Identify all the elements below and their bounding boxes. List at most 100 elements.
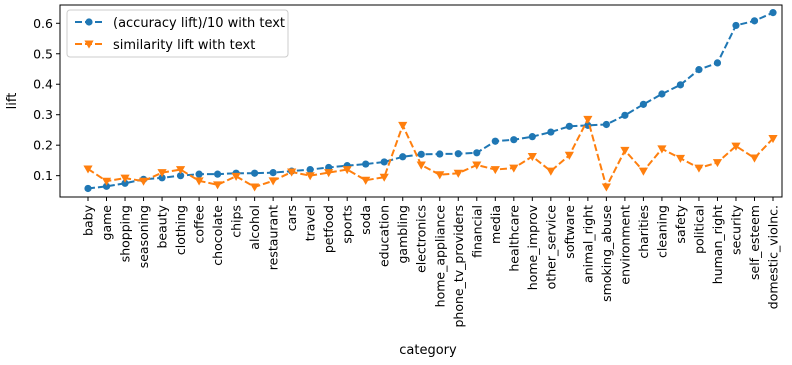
series-0-point-28 [602,120,610,129]
x-tick-label-13: petfood [321,205,336,253]
x-tick-label-25: other_service [543,205,558,290]
x-tick-label-32: safety [673,204,688,243]
series-1-point-6 [194,177,204,186]
series-0-point-22 [491,137,499,145]
legend-marker-1 [84,40,94,49]
series-1-point-20 [453,169,463,178]
series-1 [83,115,778,192]
y-tick-label-1: 0.2 [33,138,53,153]
x-tick-label-3: seasoning [136,205,151,268]
series-0-point-26 [565,122,573,130]
series-0-point-12 [306,165,314,174]
x-tick-label-1: game [99,205,114,241]
x-tick-label-6: coffee [192,205,207,244]
series-1-point-10 [268,177,278,186]
y-tick-label-2: 0.3 [33,107,53,122]
legend-marker-0 [85,18,93,26]
x-tick-label-35: security [728,204,743,255]
x-tick-label-17: gambling [395,205,410,264]
legend-label-0: (accuracy lift)/10 with text [113,16,285,31]
series-1-point-17 [398,121,408,130]
series-1-point-29 [620,146,630,155]
axes-layer: 0.1 0.2 0.3 0.4 0.5 0.6 baby game shopping season… [33,4,783,328]
series-1-point-31 [657,145,667,154]
x-tick-label-31: cleaning [654,205,669,258]
series-1-point-9 [250,183,260,192]
series-0-point-34 [713,59,722,67]
x-tick-label-36: self_esteem [747,205,762,280]
series-1-point-19 [435,171,445,180]
series-0-point-24 [528,133,536,141]
series-0-point-33 [695,66,703,74]
x-tick-label-26: software [562,205,577,259]
series-0-point-16 [380,158,388,166]
x-tick-label-29: environment [617,205,632,285]
x-tick-label-37: domestic_violnc. [766,205,781,309]
series-0-point-31 [658,90,666,98]
series-0-point-17 [399,153,407,161]
x-tick-label-19: home_appliance [432,205,447,308]
x-tick-label-15: soda [358,205,373,235]
series-1-point-28 [601,183,611,192]
y-tick-label-3: 0.4 [33,77,53,92]
series-1-point-37 [768,135,778,144]
series-1-point-21 [472,161,482,170]
x-tick-label-28: smoking_abuse [599,205,614,302]
series-0-point-32 [676,81,685,89]
x-tick-label-27: animal_right [580,205,595,283]
series-0-point-2 [121,179,129,187]
x-tick-label-18: electronics [414,205,429,273]
x-tick-label-7: chocolate [210,205,225,266]
series-1-point-36 [749,154,760,163]
y-tick-label-0: 0.1 [33,168,53,183]
x-tick-label-33: political [691,205,706,254]
x-tick-label-9: alcohol [247,205,262,250]
x-tick-label-20: phone_tv_providers [451,205,466,328]
series-1-point-0 [83,165,93,174]
series-0-point-19 [436,150,444,158]
series-1-point-25 [546,167,556,176]
series-1-point-26 [564,151,574,160]
series-0-point-29 [621,111,629,119]
legend-box [66,9,289,58]
series-0-point-20 [454,150,462,158]
series-1-point-8 [231,172,241,181]
series-layer [83,9,778,193]
series-0-point-10 [269,169,277,177]
series-1-point-24 [527,153,537,162]
x-tick-label-14: sports [340,205,355,244]
series-0-point-18 [417,150,425,158]
series-1-point-34 [712,159,723,168]
series-0-point-9 [251,169,259,177]
series-0-point-0 [84,184,92,193]
x-tick-label-16: education [377,205,392,267]
series-1-point-12 [305,172,315,181]
series-0-point-35 [732,21,740,30]
series-1-point-14 [342,166,352,175]
series-0-point-37 [769,9,777,17]
series-0-point-21 [473,149,481,157]
x-tick-label-4: beauty [155,204,170,248]
series-1-point-7 [212,181,223,190]
x-tick-label-2: shopping [118,205,133,262]
series-0-point-25 [547,128,555,136]
x-tick-label-34: human_right [710,205,725,284]
series-1-point-5 [175,166,186,175]
x-tick-label-10: restaurant [266,205,281,270]
legend-label-1: similarity lift with text [113,38,255,53]
series-0-point-15 [362,160,370,168]
series-1-point-16 [379,173,389,182]
series-1-point-27 [583,115,593,124]
series-1-point-22 [490,166,500,175]
y-axis-label: lift [5,93,20,110]
x-tick-label-11: cars [284,205,299,231]
series-0-point-6 [195,170,203,178]
legend: (accuracy lift)/10 with text similarity l… [66,9,289,58]
series-0-point-1 [102,182,111,190]
series-1-point-23 [509,164,519,173]
series-1-point-32 [675,154,686,163]
x-tick-label-23: healthcare [506,205,521,272]
x-tick-label-24: home_improv [525,204,540,290]
